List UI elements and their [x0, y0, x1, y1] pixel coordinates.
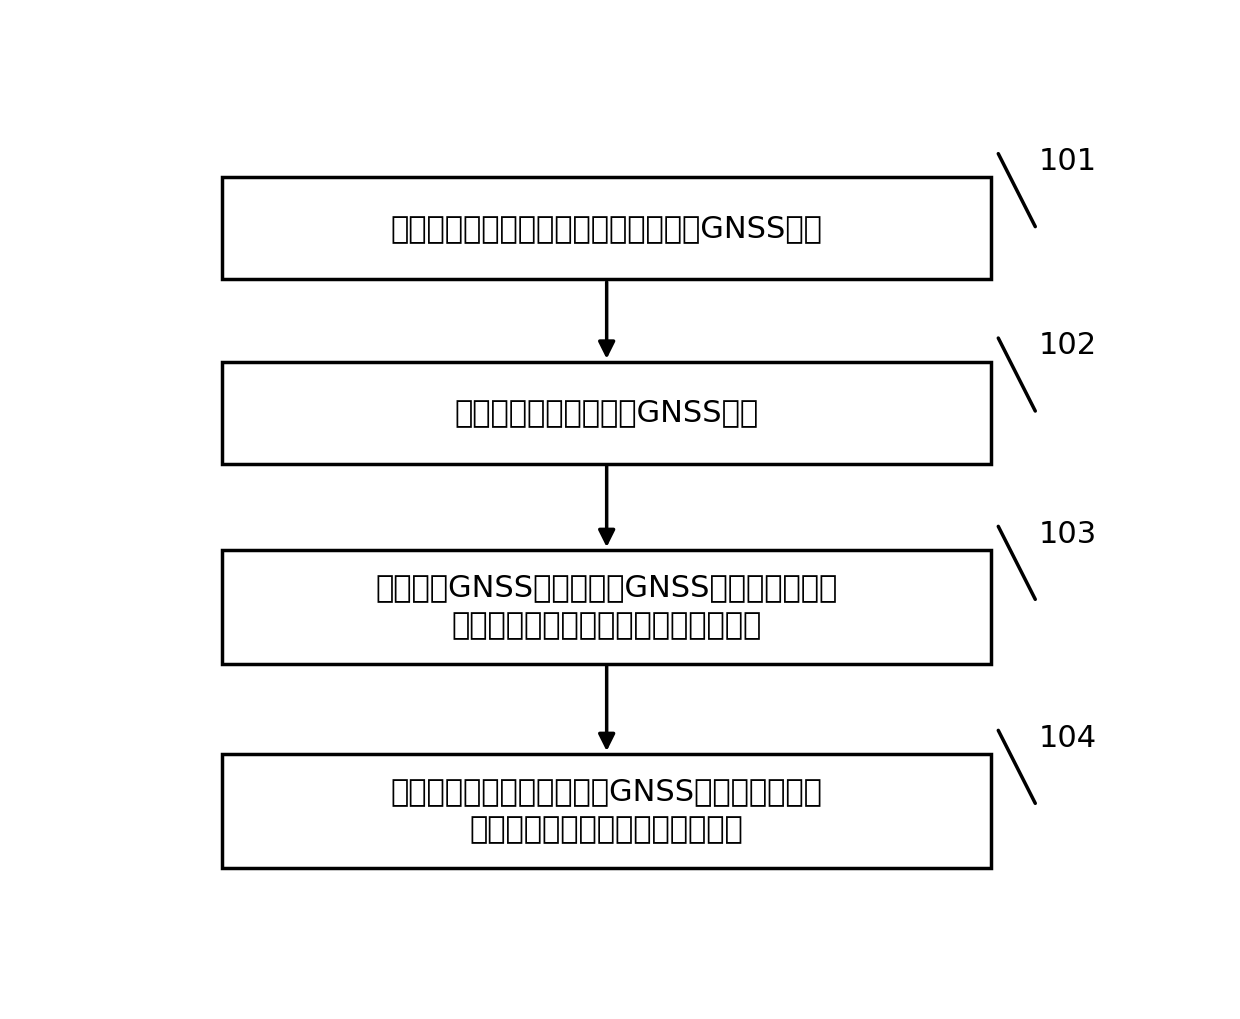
- Bar: [222, 550, 991, 663]
- Bar: [222, 754, 991, 868]
- Bar: [222, 362, 991, 464]
- Text: 104: 104: [1039, 723, 1096, 753]
- Text: 101: 101: [1039, 147, 1096, 176]
- Text: 根据双差模糊度参数对第一GNSS数据进行坐标优
化解算，得到移动终端的定位坐标: 根据双差模糊度参数对第一GNSS数据进行坐标优 化解算，得到移动终端的定位坐标: [391, 777, 822, 845]
- Text: 根据第一GNSS数据和第二GNSS数据进行双差载
波相位差分运算，得到双差模糊度参数: 根据第一GNSS数据和第二GNSS数据进行双差载 波相位差分运算，得到双差模糊度…: [376, 574, 838, 640]
- Text: 102: 102: [1039, 331, 1096, 361]
- Text: 获取参考站终端的第二GNSS数据: 获取参考站终端的第二GNSS数据: [455, 398, 759, 427]
- Text: 103: 103: [1039, 520, 1097, 548]
- Bar: [222, 177, 991, 279]
- Text: 通过本地搭载的卫星定位模块获取第一GNSS数据: 通过本地搭载的卫星定位模块获取第一GNSS数据: [391, 214, 822, 243]
